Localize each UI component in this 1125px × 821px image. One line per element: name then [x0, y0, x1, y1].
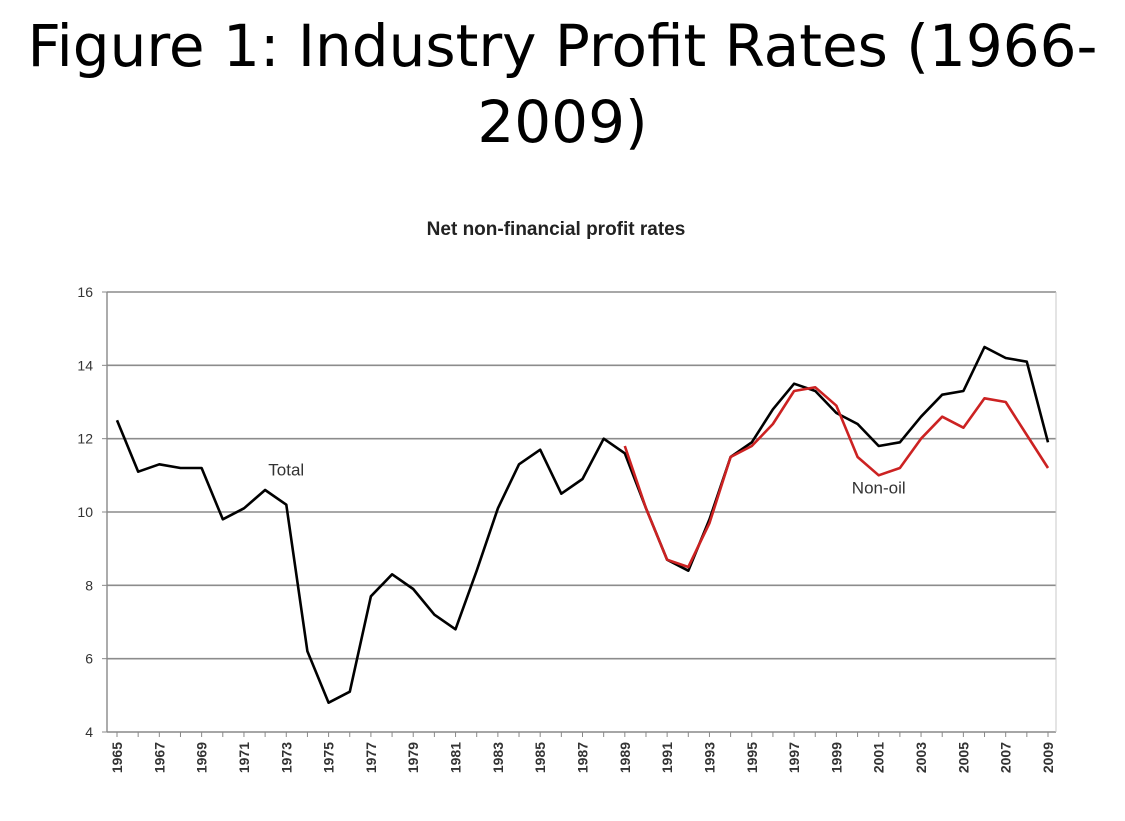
x-tick-label: 2009 — [1040, 742, 1056, 773]
slide-title-line-1: Figure 1: Industry Profit Rates (1966- — [27, 12, 1098, 80]
y-axis-ticks: 4 6 8 10 12 14 16 — [77, 284, 107, 740]
x-tick-label: 1991 — [659, 742, 675, 773]
x-tick-label: 1995 — [744, 742, 760, 773]
y-tick-label: 16 — [77, 284, 93, 300]
y-tick-label: 14 — [77, 357, 93, 373]
x-tick-label: 1997 — [786, 742, 802, 773]
series-line-total — [115, 345, 1050, 705]
x-tick-label: 1979 — [405, 742, 421, 773]
x-tick-label: 1971 — [236, 742, 252, 773]
series-annotations: Total Non-oil — [268, 460, 905, 497]
x-tick-label: 1983 — [490, 742, 506, 773]
series-lines — [115, 345, 1050, 705]
x-tick-label: 1993 — [701, 742, 717, 773]
x-tick-label: 2001 — [871, 742, 887, 773]
x-axis-ticks: 1965 1967 1969 1971 1973 1975 1977 1979 1981 1983… — [109, 732, 1056, 773]
chart-title: Net non-financial profit rates — [427, 219, 686, 240]
y-tick-label: 8 — [85, 577, 93, 593]
annotation-non-oil: Non-oil — [852, 479, 906, 498]
y-tick-label: 10 — [77, 504, 93, 520]
slide-title-line-2: 2009) — [477, 88, 648, 156]
x-tick-label: 2007 — [998, 742, 1014, 773]
x-tick-label: 1989 — [617, 742, 633, 773]
x-tick-label: 1965 — [109, 742, 125, 773]
x-tick-label: 1967 — [151, 742, 167, 773]
x-tick-label: 1985 — [532, 742, 548, 773]
x-tick-label: 1975 — [321, 742, 337, 773]
series-line-non-oil — [623, 386, 1050, 569]
gridlines — [107, 291, 1056, 660]
x-tick-label: 1977 — [363, 742, 379, 773]
profit-rate-line-chart: Net non-financial profit rates 4 6 8 10 12 14… — [77, 219, 1057, 773]
slide-title: Figure 1: Industry Profit Rates (1966- 2… — [0, 8, 1125, 160]
x-tick-label: 1973 — [278, 742, 294, 773]
x-tick-label: 2005 — [955, 742, 971, 773]
y-tick-label: 12 — [77, 431, 93, 447]
x-tick-label: 1969 — [194, 742, 210, 773]
x-tick-label: 1999 — [828, 742, 844, 773]
x-tick-label: 1987 — [575, 742, 591, 773]
x-tick-label: 2003 — [913, 742, 929, 773]
x-tick-label: 1981 — [448, 742, 464, 773]
annotation-total: Total — [268, 460, 304, 479]
y-tick-label: 4 — [85, 724, 93, 740]
y-tick-label: 6 — [85, 651, 93, 667]
